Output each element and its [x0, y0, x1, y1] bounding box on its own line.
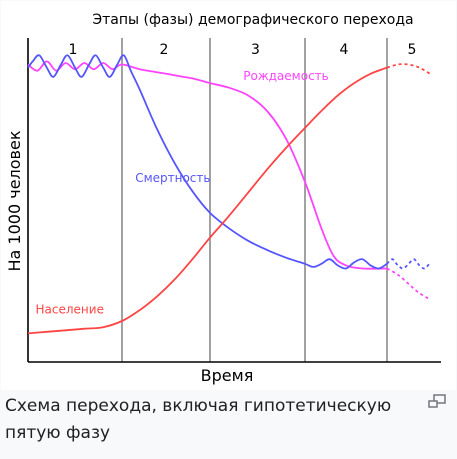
phase-label: 2 [160, 42, 169, 58]
x-axis-label: Время [201, 366, 254, 385]
enlarge-icon[interactable] [426, 393, 448, 411]
phase-label: 3 [251, 42, 260, 58]
birth-rate-line [27, 60, 388, 270]
phase-label: 4 [340, 42, 349, 58]
death-rate-line [27, 54, 388, 270]
phase-label: 1 [69, 42, 78, 58]
figure-caption: Схема перехода, включая гипотетическую п… [5, 396, 392, 443]
chart-image[interactable]: 1 2 3 4 5 Рождаемость Смертность Население Эта… [1, 1, 456, 390]
population-projection-line [386, 63, 431, 75]
phase-label: 5 [408, 42, 417, 58]
death-rate-label: Смертность [135, 171, 210, 185]
population-label: Население [36, 302, 104, 316]
demographic-transition-chart: 1 2 3 4 5 Рождаемость Смертность Население Эта… [5, 12, 441, 385]
birth-rate-label: Рождаемость [243, 69, 328, 83]
death-rate-projection-line [386, 258, 431, 270]
birth-rate-projection-line [386, 267, 431, 301]
chart-title: Этапы (фазы) демографического перехода [92, 12, 413, 28]
population-line [27, 66, 388, 335]
y-axis-label: На 1000 человек [5, 130, 24, 271]
